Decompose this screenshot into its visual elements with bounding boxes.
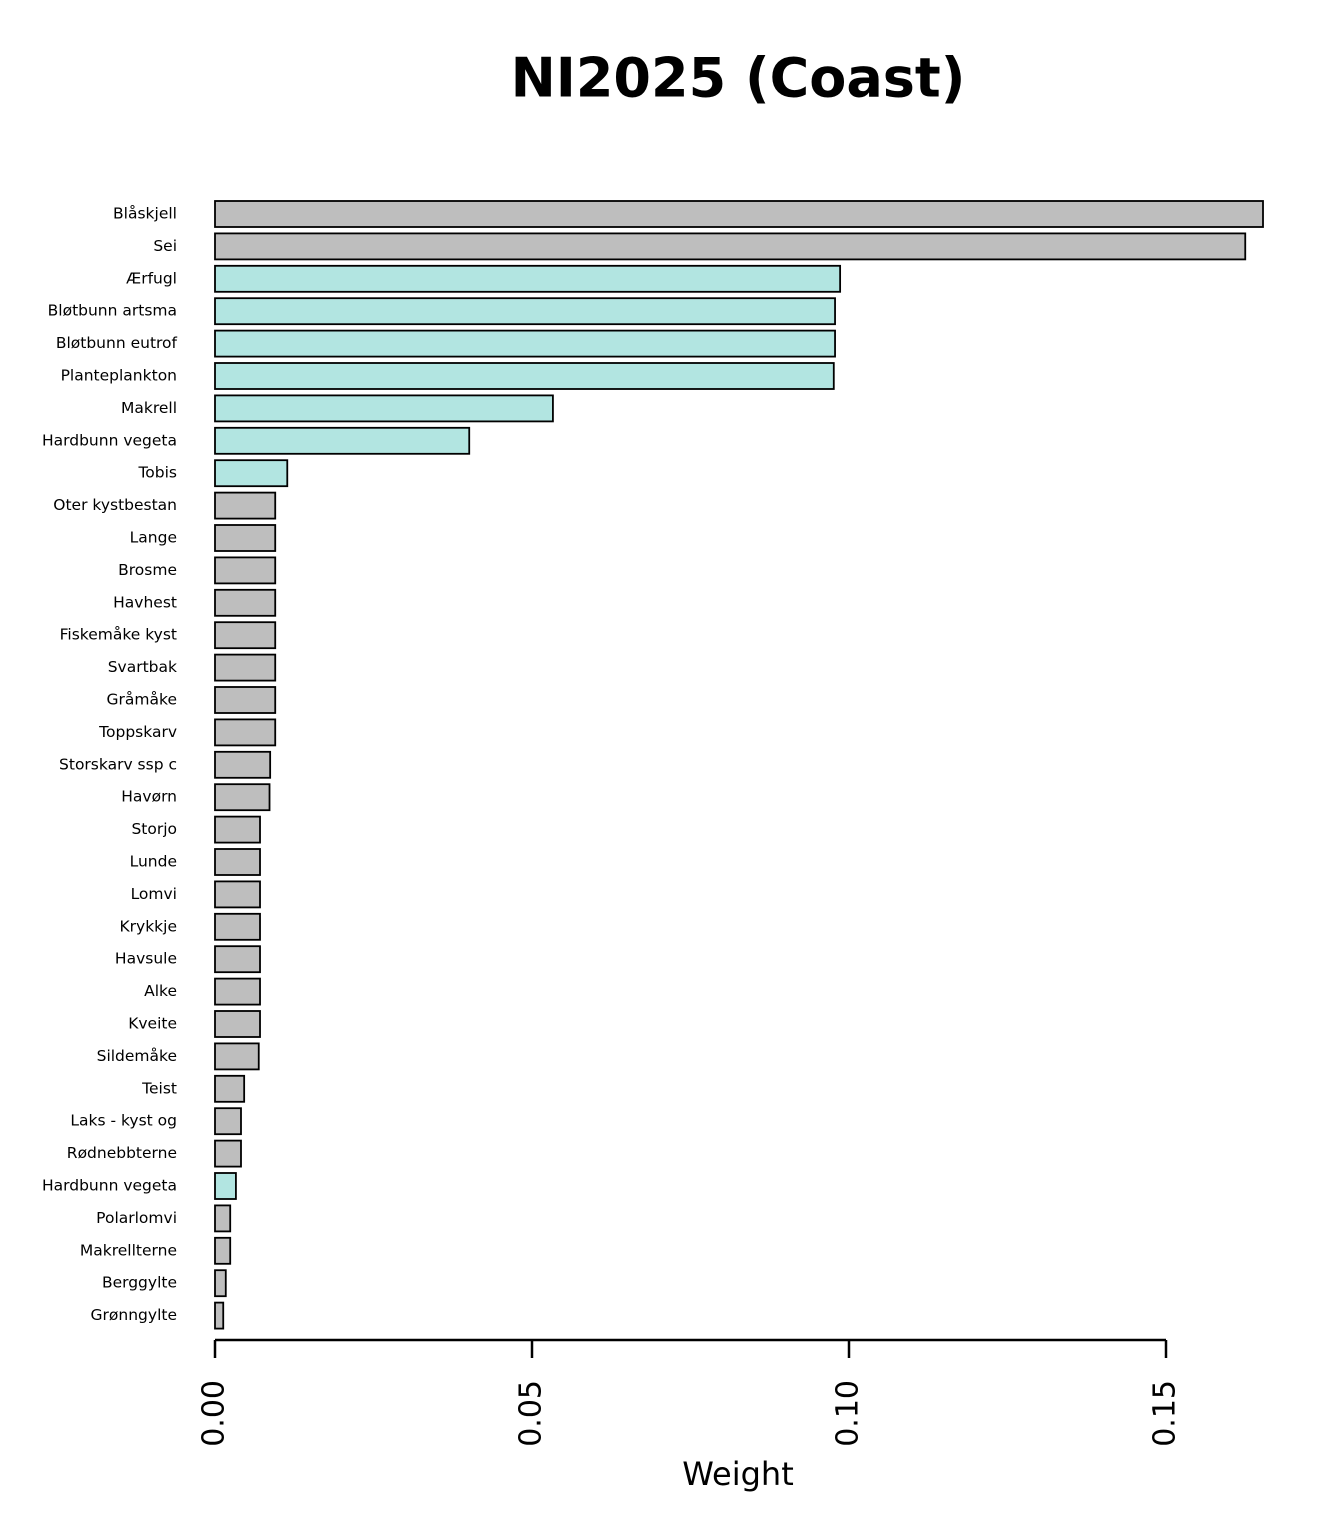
y-tick-label: Berggylte (102, 1274, 177, 1292)
bar (214, 783, 271, 812)
bar (214, 815, 261, 844)
y-tick-label: Kveite (128, 1015, 177, 1033)
bar (214, 686, 277, 714)
y-tick-label: Havhest (113, 593, 177, 611)
bar (214, 1269, 227, 1298)
y-tick-label: Planteplankton (61, 367, 177, 385)
bar (214, 200, 1264, 228)
bar (214, 556, 277, 585)
bar (214, 1301, 225, 1330)
bar (214, 1139, 242, 1168)
y-tick-label: Storjo (131, 820, 177, 838)
x-tick-label: 0.05 (514, 1380, 549, 1447)
y-tick-label: Rødnebbterne (67, 1144, 177, 1162)
y-tick-label: Havsule (115, 950, 177, 968)
bar (214, 848, 261, 876)
bar (214, 945, 261, 974)
x-tick-label: 0.10 (831, 1380, 866, 1447)
bar (214, 524, 277, 552)
bar (214, 1010, 261, 1038)
y-tick-label: Grønngylte (91, 1306, 177, 1324)
bar (214, 1172, 237, 1200)
y-tick-label: Brosme (118, 561, 177, 579)
y-tick-label: Fiskemåke kyst (60, 626, 177, 644)
bar (214, 426, 471, 455)
y-tick-label: Makrell (121, 399, 177, 417)
y-tick-label: Bløtbunn artsma (48, 302, 177, 320)
bar (214, 1107, 242, 1136)
bar (214, 653, 277, 682)
bar (214, 718, 277, 747)
y-tick-label: Laks - kyst og (70, 1112, 177, 1130)
chart-title: NI2025 (Coast) (511, 47, 966, 110)
y-tick-label: Teist (141, 1079, 177, 1097)
bar (214, 297, 836, 326)
y-tick-label: Lomvi (131, 885, 177, 903)
bar (214, 329, 836, 358)
y-tick-label: Tobis (137, 464, 177, 482)
bar (214, 1042, 260, 1071)
bar (214, 880, 261, 909)
y-tick-label: Gråmåke (107, 691, 177, 709)
bar (214, 1204, 232, 1233)
x-axis-label: Weight (682, 1455, 793, 1493)
bar (214, 232, 1247, 261)
y-tick-label: Bløtbunn eutrof (56, 334, 178, 352)
y-tick-label: Sei (153, 237, 177, 255)
bar (214, 264, 842, 293)
bar (214, 621, 277, 650)
bar (214, 394, 554, 423)
y-tick-label: Toppskarv (98, 723, 177, 741)
bar (214, 459, 289, 488)
y-tick-label: Sildemåke (97, 1047, 177, 1065)
y-tick-label: Hardbunn vegeta (42, 431, 177, 449)
y-tick-label: Alke (144, 982, 177, 1000)
x-tick-label: 0.00 (197, 1380, 232, 1447)
x-tick-label: 0.15 (1148, 1380, 1183, 1447)
bar (214, 750, 272, 779)
y-tick-label: Lange (130, 529, 177, 547)
y-tick-label: Svartbak (108, 658, 177, 676)
y-tick-label: Lunde (130, 853, 177, 871)
y-tick-label: Ærfugl (126, 269, 177, 287)
y-tick-label: Oter kystbestan (53, 496, 177, 514)
y-tick-label: Hardbunn vegeta (42, 1177, 177, 1195)
y-tick-label: Polarlomvi (96, 1209, 177, 1227)
y-tick-label: Krykkje (119, 917, 177, 935)
bar (214, 362, 835, 390)
y-tick-label: Havørn (121, 788, 177, 806)
y-tick-label: Blåskjell (113, 205, 177, 223)
y-tick-label: Storskarv ssp c (59, 755, 177, 773)
bar (214, 977, 261, 1006)
bar (214, 1074, 246, 1103)
bar (214, 912, 261, 941)
bar (214, 588, 277, 617)
bar (214, 1236, 232, 1265)
bar (214, 491, 277, 520)
y-tick-label: Makrellterne (80, 1241, 177, 1259)
